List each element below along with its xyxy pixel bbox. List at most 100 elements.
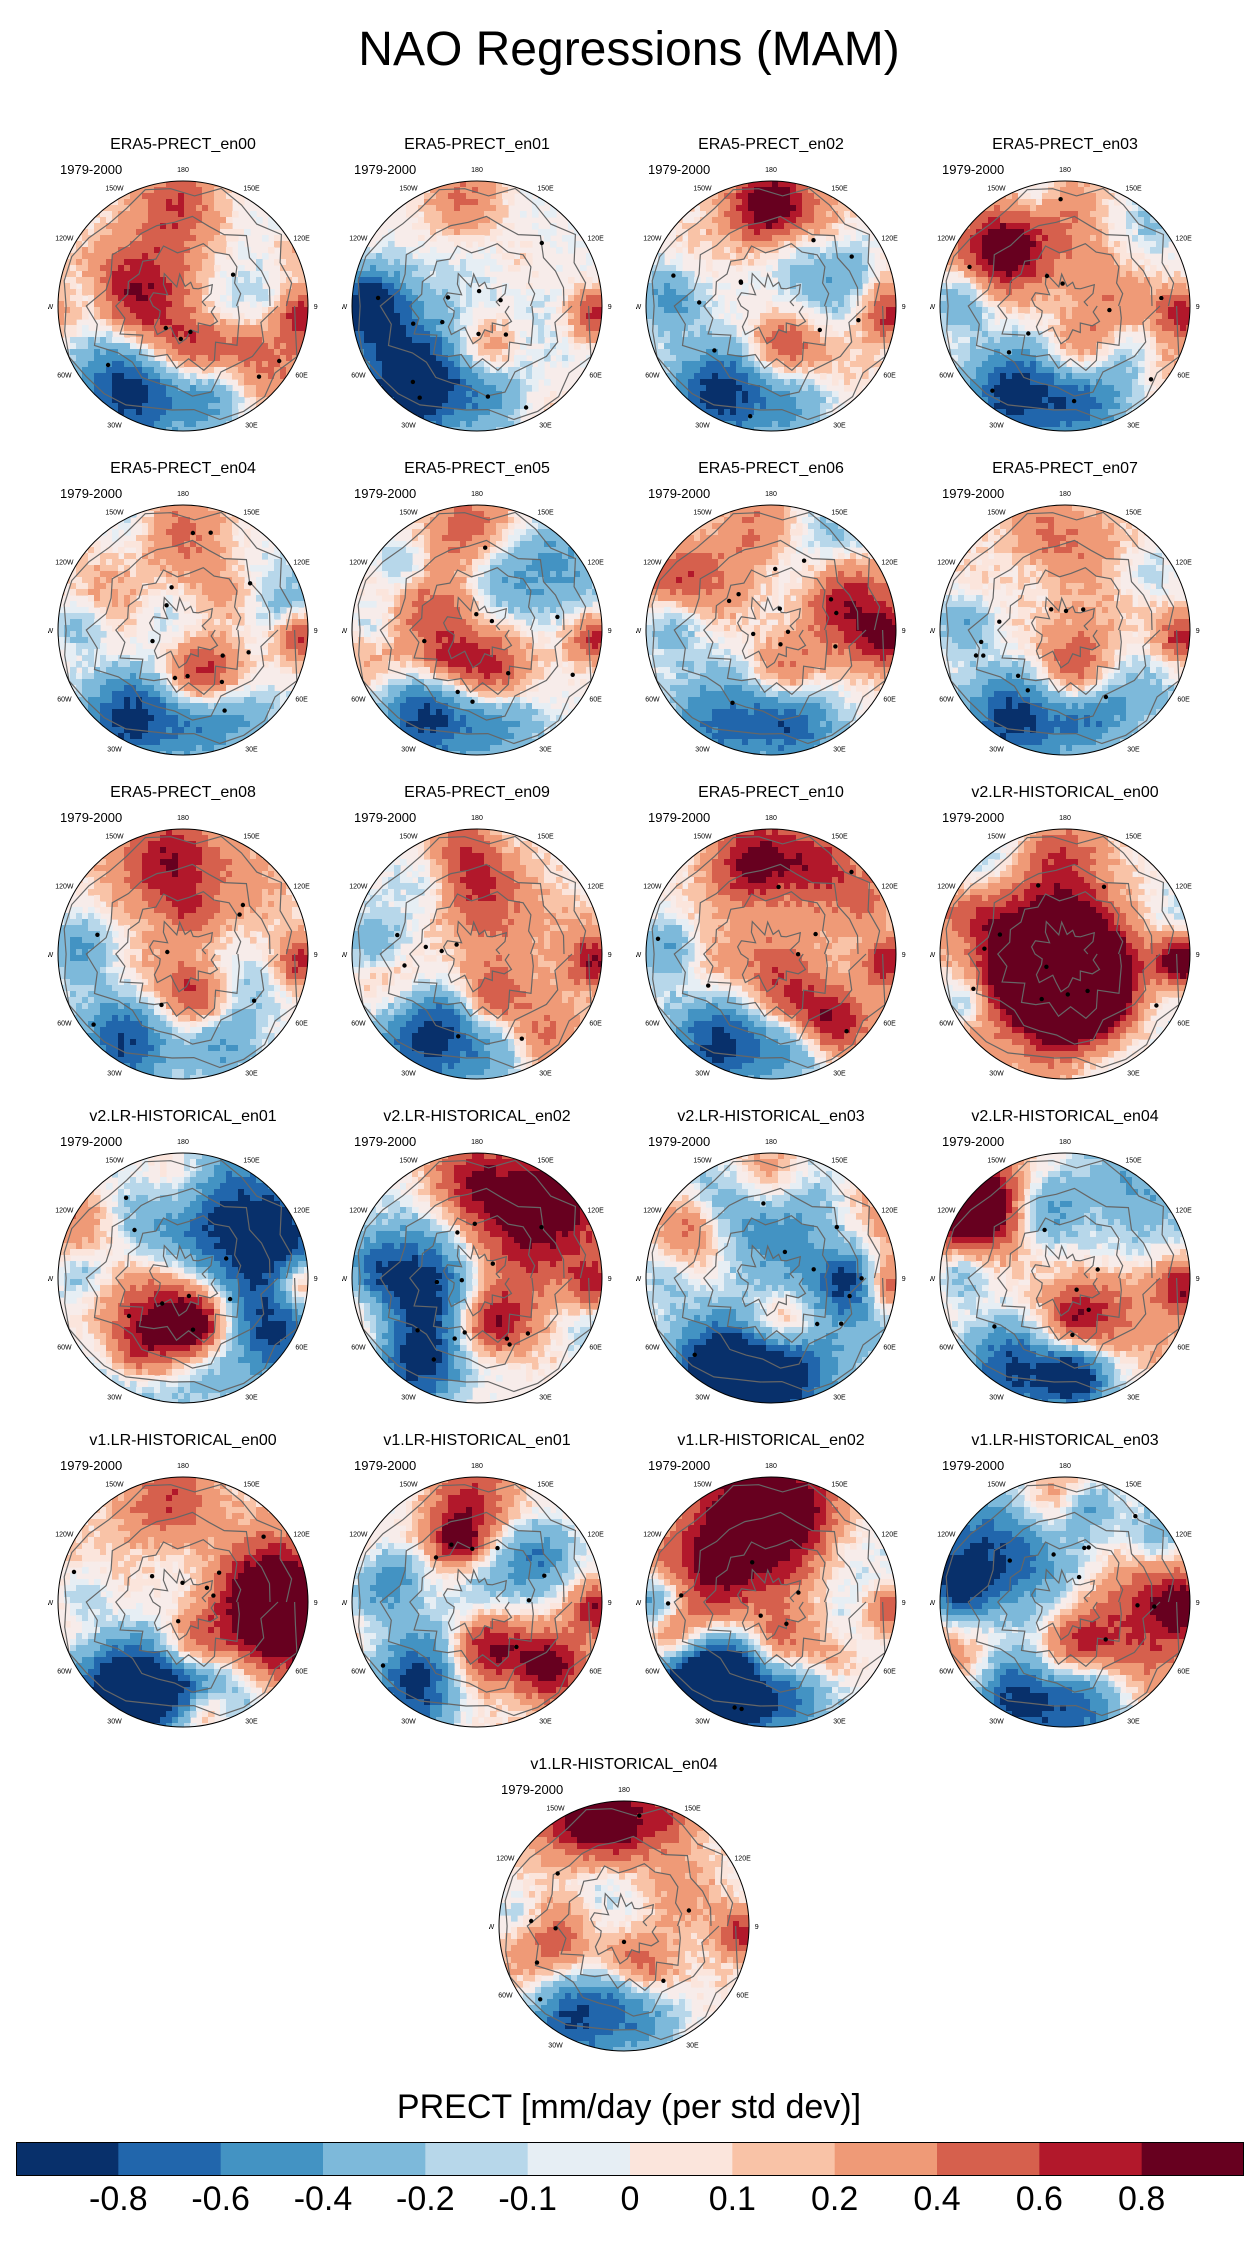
field-cell — [736, 253, 743, 260]
field-cell — [1024, 349, 1031, 356]
field-cell — [994, 295, 1001, 302]
field-cell — [814, 283, 821, 290]
field-cell — [112, 253, 119, 260]
field-cell — [778, 403, 785, 410]
field-cell — [1048, 229, 1055, 236]
field-cell — [1186, 319, 1190, 326]
field-cell — [106, 343, 113, 350]
field-cell — [808, 343, 815, 350]
field-cell — [178, 277, 185, 284]
field-cell — [88, 235, 95, 242]
panel-period: 1979-2000 — [60, 162, 122, 177]
field-cell — [802, 289, 809, 296]
field-cell — [964, 367, 971, 374]
field-cell — [772, 229, 779, 236]
field-cell — [70, 331, 77, 338]
field-cell — [526, 241, 533, 248]
field-cell — [64, 289, 71, 296]
field-cell — [1144, 247, 1151, 254]
field-cell — [730, 343, 737, 350]
field-cell — [952, 259, 959, 266]
field-cell — [286, 325, 293, 332]
field-cell — [646, 325, 653, 332]
field-cell — [502, 385, 509, 392]
field-cell — [382, 385, 389, 392]
field-cell — [694, 229, 701, 236]
field-cell — [796, 319, 803, 326]
field-cell — [70, 307, 77, 314]
field-cell — [778, 295, 785, 302]
field-cell — [838, 205, 845, 212]
field-cell — [160, 205, 167, 212]
field-cell — [118, 205, 125, 212]
field-cell — [106, 265, 113, 272]
field-cell — [184, 367, 191, 374]
field-cell — [802, 235, 809, 242]
field-cell — [496, 181, 503, 188]
field-cell — [160, 427, 167, 431]
field-cell — [184, 319, 191, 326]
field-cell — [406, 301, 413, 308]
field-cell — [232, 211, 239, 218]
field-cell — [472, 409, 479, 416]
field-cell — [706, 301, 713, 308]
field-cell — [1174, 337, 1181, 344]
field-cell — [778, 187, 785, 194]
field-cell — [856, 235, 863, 242]
field-cell — [988, 391, 995, 398]
field-cell — [1090, 313, 1097, 320]
field-cell — [130, 367, 137, 374]
field-cell — [370, 307, 377, 314]
field-cell — [730, 427, 737, 431]
field-cell — [592, 283, 599, 290]
field-cell — [442, 397, 449, 404]
field-cell — [1078, 241, 1085, 248]
field-cell — [1030, 385, 1037, 392]
field-cell — [370, 277, 377, 284]
field-cell — [868, 313, 875, 320]
field-cell — [526, 301, 533, 308]
field-cell — [652, 319, 659, 326]
field-cell — [202, 235, 209, 242]
field-cell — [1054, 271, 1061, 278]
field-cell — [832, 349, 839, 356]
field-cell — [886, 337, 893, 344]
field-cell — [454, 193, 461, 200]
field-cell — [166, 313, 173, 320]
field-cell — [982, 283, 989, 290]
field-cell — [142, 421, 149, 428]
field-cell — [724, 325, 731, 332]
field-cell — [754, 205, 761, 212]
field-cell — [1078, 295, 1085, 302]
field-cell — [724, 187, 731, 194]
field-cell — [1066, 337, 1073, 344]
field-cell — [862, 247, 869, 254]
field-cell — [844, 247, 851, 254]
field-cell — [400, 319, 407, 326]
field-cell — [796, 343, 803, 350]
field-cell — [142, 397, 149, 404]
field-cell — [388, 313, 395, 320]
field-cell — [520, 409, 527, 416]
field-cell — [1006, 193, 1013, 200]
field-cell — [970, 241, 977, 248]
field-cell — [376, 337, 383, 344]
field-cell — [118, 337, 125, 344]
field-cell — [442, 217, 449, 224]
field-cell — [496, 265, 503, 272]
field-cell — [694, 373, 701, 380]
field-cell — [1114, 301, 1121, 308]
field-cell — [100, 385, 107, 392]
field-cell — [112, 223, 119, 230]
field-cell — [262, 343, 269, 350]
field-cell — [1078, 331, 1085, 338]
field-cell — [856, 259, 863, 266]
field-cell — [790, 199, 797, 206]
field-cell — [244, 409, 251, 416]
field-cell — [790, 265, 797, 272]
field-cell — [1120, 289, 1127, 296]
field-cell — [76, 259, 83, 266]
field-cell — [1120, 295, 1127, 302]
field-cell — [856, 325, 863, 332]
field-cell — [160, 409, 167, 416]
